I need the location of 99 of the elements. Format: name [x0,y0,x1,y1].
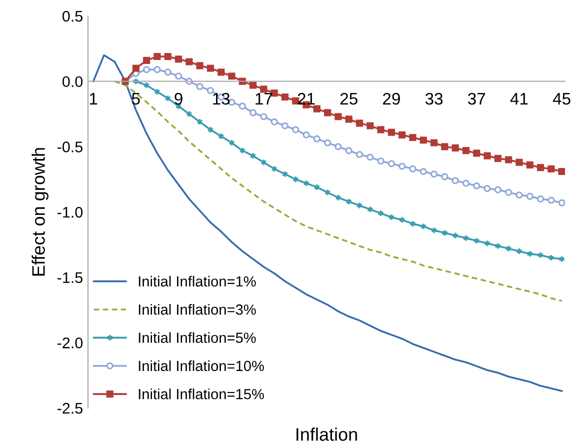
point [313,135,320,142]
point [398,162,406,170]
point [313,105,320,112]
x-tick-label: 33 [425,92,443,105]
point [548,196,555,204]
y-tick-label: -2.0 [57,338,83,348]
y-tick-label: -0.5 [57,142,82,152]
y-tick-label: 0.0 [62,76,83,88]
point [186,58,193,66]
point [452,177,459,184]
point [377,158,384,165]
point [484,184,491,192]
x-tick-label: 41 [510,93,528,105]
x-tick-label: 21 [298,92,315,105]
point [292,126,300,134]
legend-label: Initial Inflation=3% [138,304,256,315]
point [388,128,395,136]
point [218,68,225,76]
legend-label: Initial Inflation=5% [138,332,256,343]
point [206,86,214,94]
point [345,147,352,154]
point [270,118,278,126]
legend-label: Initial Inflation=1% [138,276,256,287]
point [420,136,427,144]
point [228,72,236,80]
point [324,139,332,146]
point [430,139,438,146]
point [174,72,182,80]
point [366,122,374,130]
point [260,86,268,93]
point [196,83,204,90]
point [409,134,416,142]
y-tick-label: -2.5 [57,402,82,414]
x-tick-label: 1 [90,93,98,105]
point [206,64,214,72]
x-tick-label: 37 [468,92,486,105]
point [334,143,342,150]
point [174,56,182,63]
point [494,154,502,162]
x-tick-label: 25 [340,92,358,105]
point [238,102,246,110]
x-tick-label: 13 [213,92,230,105]
x-tick-label: 17 [256,93,272,105]
point [526,192,534,200]
y-tick-label: -1.5 [57,272,82,284]
point [324,109,332,116]
point [505,188,512,196]
y-axis-title: Effect on growth [32,148,48,276]
point [558,168,565,176]
point [484,152,491,160]
point [548,165,555,172]
point [302,131,310,138]
point [164,52,172,60]
point [281,93,289,101]
x-tick-label: 29 [383,92,400,105]
point [196,62,204,70]
point [494,186,502,194]
point [462,147,470,154]
point [536,164,544,172]
point [356,150,364,158]
point [441,143,448,150]
point [143,66,150,74]
x-tick-label: 9 [174,92,182,105]
point [441,173,448,180]
point [558,199,565,206]
legend-label: Initial Inflation=15% [138,388,264,400]
point [154,66,161,74]
point [526,161,534,169]
point [356,120,364,127]
point [462,180,470,187]
point [473,150,480,157]
point [409,165,416,172]
point [452,144,459,152]
y-tick-label: -1.0 [57,206,83,218]
point [388,160,395,168]
point [249,109,257,116]
point [334,113,342,120]
point [430,170,438,178]
x-axis-title: Inflation [296,428,357,441]
point [398,131,406,138]
point [377,126,384,134]
point [473,182,480,190]
point [366,154,374,161]
point [420,168,427,176]
point [516,158,523,166]
point [516,191,523,199]
point [281,122,289,130]
legend-label: Initial Inflation=10% [138,360,264,372]
point [143,56,150,64]
x-tick-label: 45 [552,93,570,105]
point [536,195,544,202]
point [132,64,140,72]
point [345,116,352,123]
point [505,156,512,164]
point [249,82,257,89]
point [164,68,172,76]
point [260,113,268,120]
point [154,52,161,60]
y-tick-label: 0.5 [62,10,82,22]
